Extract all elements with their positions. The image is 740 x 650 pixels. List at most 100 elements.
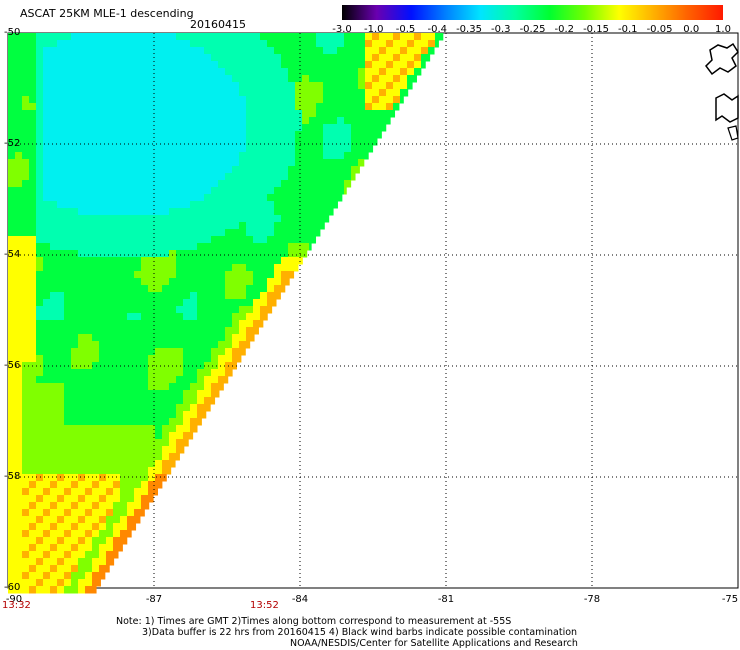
swath-cell (120, 243, 128, 251)
swath-cell (323, 82, 331, 90)
swath-cell (57, 257, 65, 265)
swath-cell (57, 75, 65, 83)
swath-cell (295, 103, 303, 111)
swath-cell (43, 390, 51, 398)
swath-cell (120, 530, 128, 538)
swath-cell (183, 243, 191, 251)
swath-cell (204, 292, 212, 300)
swath-cell (85, 369, 93, 377)
swath-cell (50, 320, 58, 328)
swath-cell (162, 474, 167, 482)
swath-cell (218, 334, 226, 342)
swath-cell (225, 124, 233, 132)
swath-cell (309, 159, 317, 167)
swath-cell (127, 404, 135, 412)
swath-cell (120, 264, 128, 272)
swath-cell (78, 117, 86, 125)
swath-cell (99, 509, 107, 517)
swath-cell (85, 565, 93, 573)
swath-cell (29, 418, 37, 426)
swath-cell (302, 138, 310, 146)
swath-cell (155, 306, 163, 314)
swath-cell (106, 474, 114, 482)
swath-cell (71, 502, 79, 510)
swath-cell (274, 271, 282, 279)
swath-cell (260, 40, 268, 48)
swath-cell (64, 565, 72, 573)
swath-cell (127, 362, 135, 370)
swath-cell (78, 215, 86, 223)
swath-cell (64, 376, 72, 384)
swath-cell (204, 124, 212, 132)
swath-cell (43, 558, 51, 566)
swath-cell (225, 82, 233, 90)
swath-cell (8, 474, 16, 482)
swath-cell (141, 446, 149, 454)
swath-cell (309, 229, 317, 237)
swath-cell (162, 285, 170, 293)
swath-cell (99, 460, 107, 468)
swath-cell (113, 327, 121, 335)
swath-cell (78, 495, 86, 503)
swath-cell (190, 194, 198, 202)
swath-cell (358, 33, 366, 41)
swath-cell (22, 75, 30, 83)
swath-cell (309, 89, 317, 97)
swath-cell (78, 47, 86, 55)
swath-cell (281, 243, 289, 251)
swath-cell (141, 369, 149, 377)
swath-cell (239, 215, 247, 223)
swath-cell (148, 488, 156, 496)
swath-cell (442, 33, 444, 41)
swath-cell (232, 348, 240, 356)
swath-cell (71, 278, 79, 286)
swath-cell (134, 243, 142, 251)
swath-cell (106, 187, 114, 195)
swath-cell (302, 250, 308, 258)
swath-cell (36, 299, 44, 307)
swath-cell (29, 131, 37, 139)
swath-cell (211, 292, 219, 300)
swath-cell (309, 82, 317, 90)
swath-cell (379, 131, 382, 139)
swath-cell (120, 425, 128, 433)
swath-cell (15, 572, 23, 580)
swath-cell (71, 439, 79, 447)
swath-cell (22, 348, 30, 356)
swath-cell (351, 54, 359, 62)
swath-cell (43, 110, 51, 118)
swath-cell (176, 369, 184, 377)
swath-cell (169, 383, 177, 391)
swath-cell (421, 33, 429, 41)
swath-cell (64, 341, 72, 349)
swath-cell (29, 516, 37, 524)
swath-cell (176, 376, 184, 384)
swath-cell (92, 404, 100, 412)
swath-cell (204, 187, 212, 195)
swath-cell (50, 82, 58, 90)
swath-cell (36, 54, 44, 62)
swath-cell (246, 299, 254, 307)
swath-cell (71, 166, 79, 174)
swath-cell (50, 131, 58, 139)
swath-cell (92, 264, 100, 272)
swath-cell (29, 432, 37, 440)
swath-cell (274, 215, 282, 223)
swath-cell (113, 460, 121, 468)
swath-cell (8, 61, 16, 69)
swath-cell (323, 96, 331, 104)
swath-cell (162, 166, 170, 174)
swath-cell (162, 334, 170, 342)
swath-cell (78, 509, 86, 517)
swath-cell (78, 397, 86, 405)
swath-cell (197, 264, 205, 272)
swath-cell (92, 173, 100, 181)
swath-cell (50, 530, 58, 538)
swath-cell (190, 390, 198, 398)
swath-cell (239, 89, 247, 97)
swath-cell (43, 495, 51, 503)
swath-cell (155, 355, 163, 363)
note-line-1: Note: 1) Times are GMT 2)Times along bot… (116, 616, 512, 627)
swath-cell (337, 187, 345, 195)
swath-cell (71, 229, 79, 237)
